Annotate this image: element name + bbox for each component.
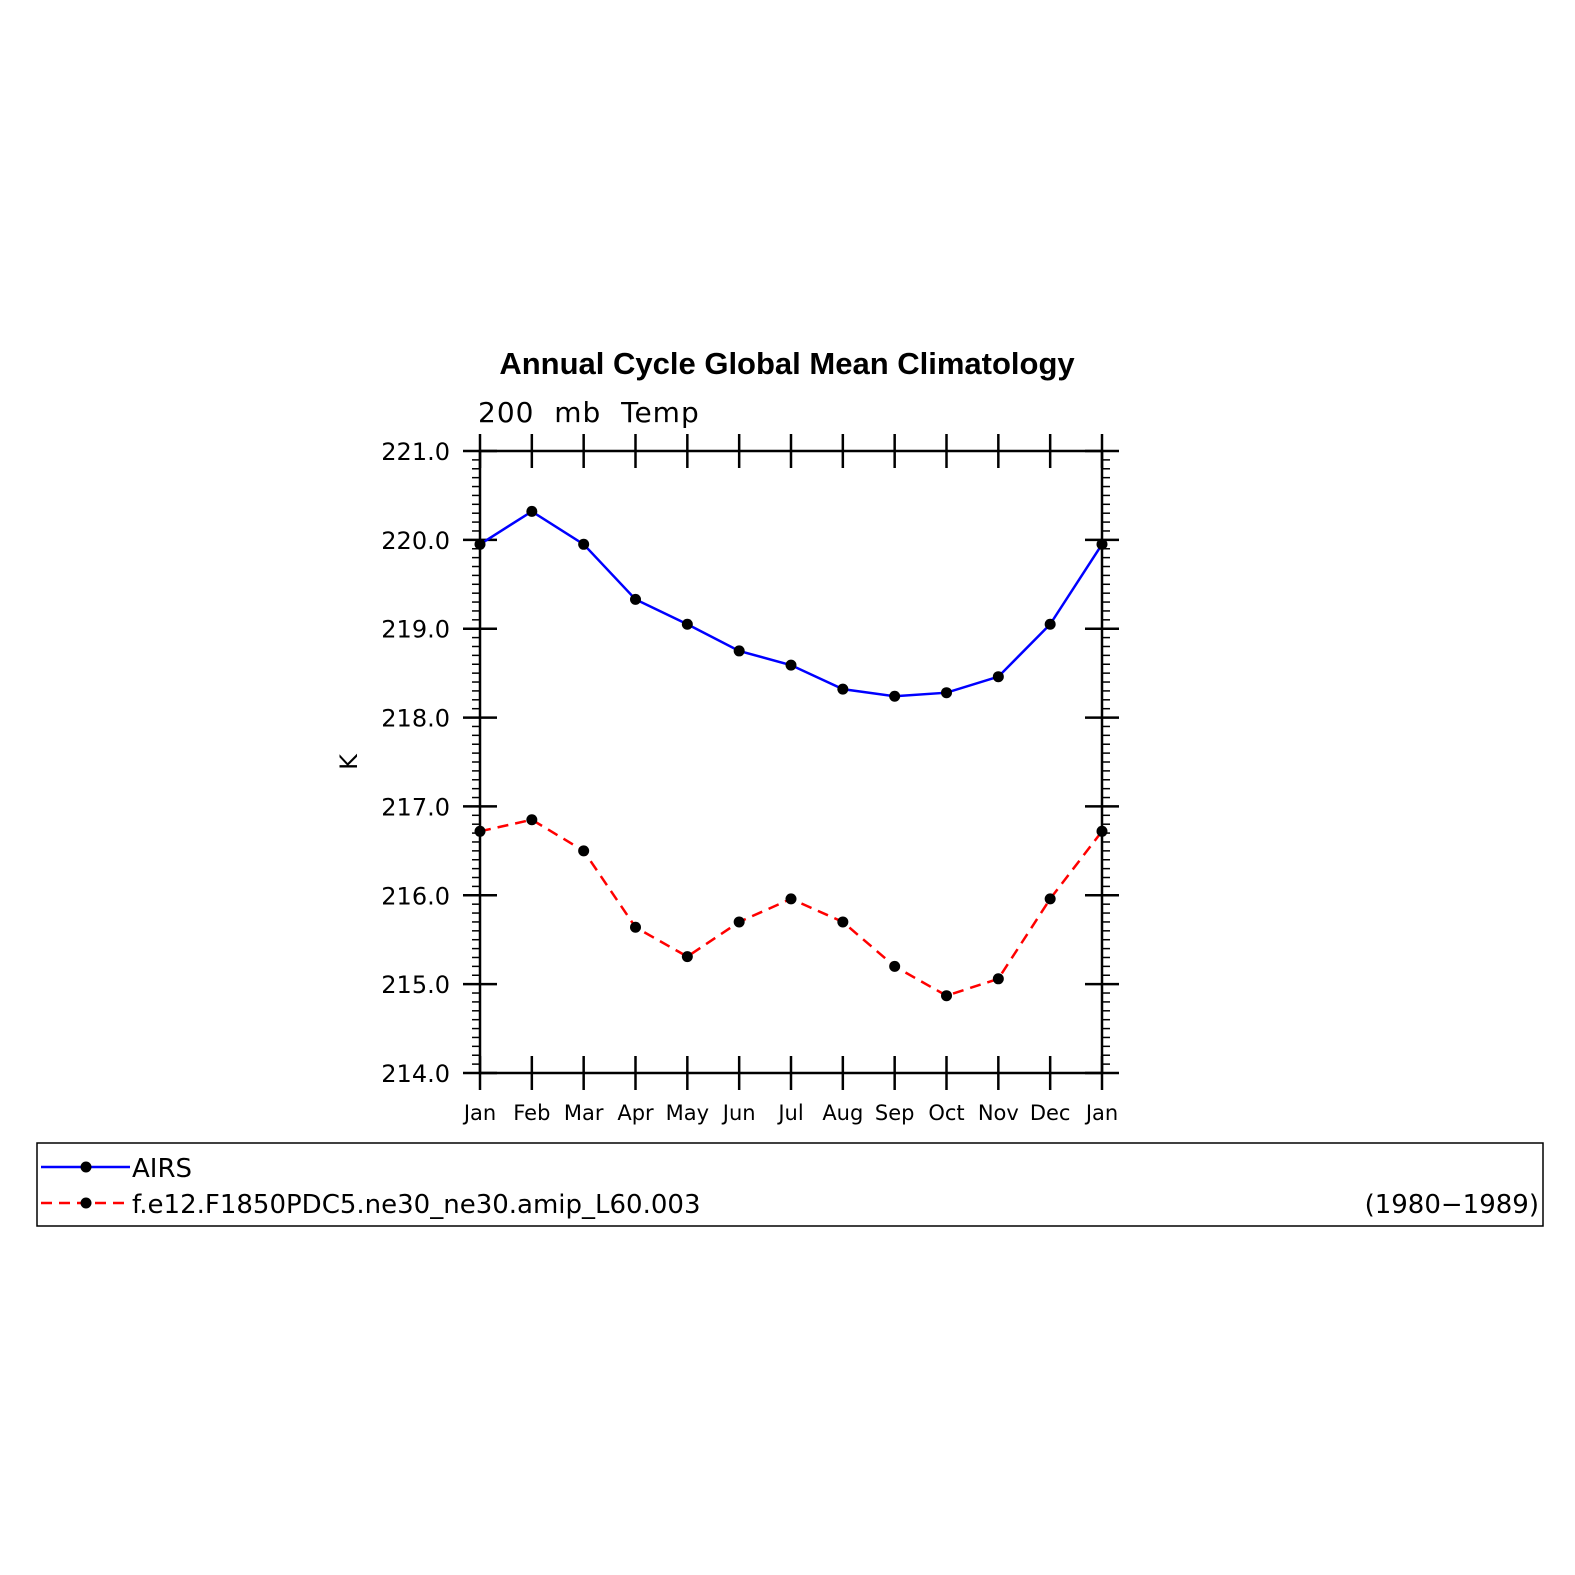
series-point-0: [1044, 618, 1056, 630]
series-line-1: [479, 818, 1103, 998]
x-tick-label: Nov: [978, 1101, 1019, 1125]
y-tick-label: 216.0: [381, 882, 450, 910]
series-point-0: [889, 690, 901, 702]
x-tick-label: May: [666, 1101, 709, 1125]
series-point-1: [681, 951, 693, 963]
x-tick-label: Jan: [462, 1101, 496, 1125]
x-tick-label: Jun: [721, 1101, 756, 1125]
series-point-0: [578, 538, 590, 550]
series-point-0: [733, 645, 745, 657]
legend: AIRS f.e12.F1850PDC5.ne30_ne30.amip_L60.0…: [36, 1142, 1544, 1227]
x-tick-label: Feb: [513, 1101, 550, 1125]
series-point-1: [785, 893, 797, 905]
x-tick-label: Oct: [928, 1101, 964, 1125]
series-point-1: [889, 960, 901, 972]
y-tick-label: 221.0: [381, 438, 450, 466]
series-point-1: [733, 916, 745, 928]
chart-title: Annual Cycle Global Mean Climatology: [499, 346, 1075, 381]
x-tick-label: Aug: [822, 1101, 863, 1125]
series-point-0: [1096, 538, 1108, 550]
legend-label-1: f.e12.F1850PDC5.ne30_ne30.amip_L60.003: [132, 1190, 700, 1220]
series-point-0: [992, 671, 1004, 683]
series-point-1: [941, 990, 952, 1002]
series-point-0: [681, 618, 693, 630]
x-tick-label: Jul: [776, 1101, 803, 1125]
series-point-0: [474, 538, 486, 550]
y-tick-label: 219.0: [381, 616, 450, 644]
series-point-1: [474, 825, 486, 837]
series-point-1: [837, 916, 849, 928]
y-tick-label: 218.0: [381, 705, 450, 733]
x-tick-label: Dec: [1030, 1101, 1071, 1125]
series-point-1: [526, 814, 538, 826]
series-point-0: [630, 593, 641, 605]
x-tick-label: Jan: [1084, 1101, 1118, 1125]
series-point-1: [630, 921, 641, 933]
legend-label-0: AIRS: [132, 1154, 192, 1184]
series-point-0: [837, 683, 849, 695]
y-axis-label: K: [335, 753, 363, 770]
y-tick-label: 214.0: [381, 1060, 450, 1088]
x-tick-label: Mar: [564, 1101, 604, 1125]
legend-marker-1: [80, 1197, 92, 1209]
legend-period-note: (1980−1989): [1365, 1190, 1539, 1220]
series-point-0: [941, 687, 952, 699]
chart-subtitle: 200 mb Temp: [478, 396, 700, 429]
series-point-0: [526, 505, 538, 517]
legend-box: [36, 1142, 1544, 1227]
series-point-1: [578, 845, 590, 857]
series-point-1: [992, 973, 1004, 985]
series-point-0: [785, 659, 797, 671]
plot-frame: [478, 449, 1104, 1075]
legend-marker-0: [80, 1161, 92, 1173]
y-tick-label: 217.0: [381, 793, 450, 821]
y-tick-label: 215.0: [381, 971, 450, 999]
series-point-1: [1044, 893, 1056, 905]
y-axis-label-group: K: [335, 753, 363, 770]
series-layer: [474, 505, 1108, 1002]
series-point-1: [1096, 825, 1108, 837]
axes-layer: 214.0 215.0 216.0 217.0 218.0 219.0 220.0 221.0…: [381, 434, 1119, 1125]
x-tick-label: Sep: [875, 1101, 915, 1125]
y-tick-label: 220.0: [381, 527, 450, 555]
x-tick-label: Apr: [617, 1101, 654, 1125]
